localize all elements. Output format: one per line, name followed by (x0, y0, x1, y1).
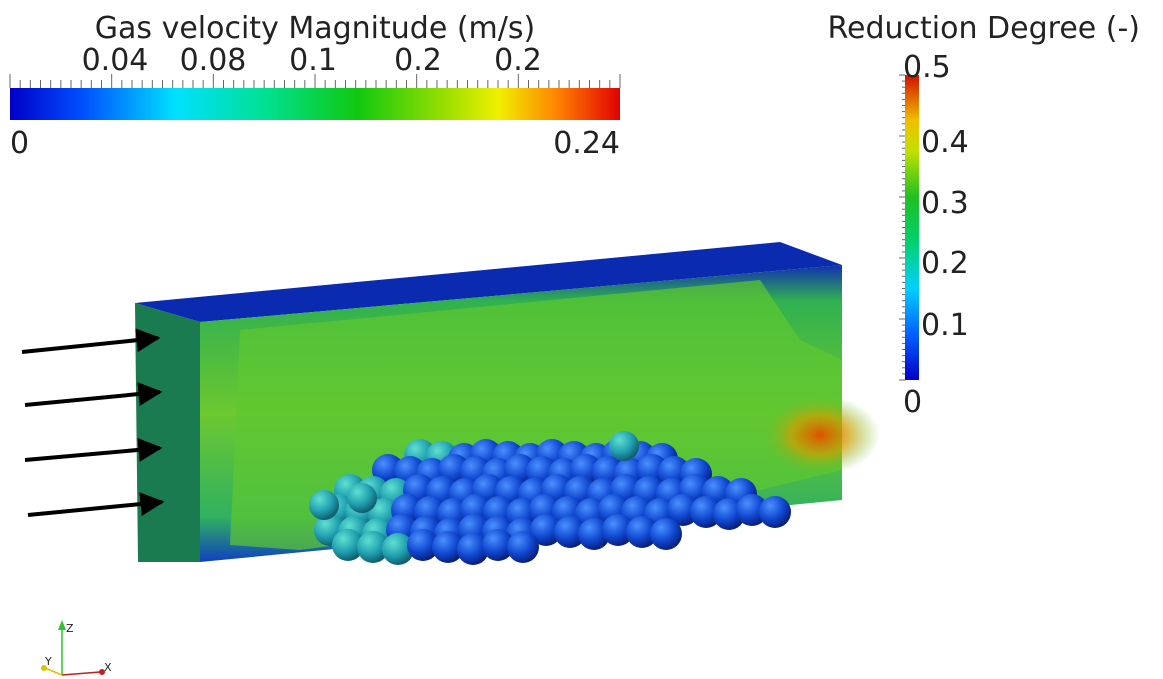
particle (357, 531, 389, 563)
tick-label: 0.4 (921, 125, 969, 160)
axis-label: X (104, 661, 112, 674)
min-label: 0 (903, 385, 922, 420)
z-head (58, 620, 66, 630)
tick-label: 0.2 (494, 43, 542, 78)
axis-label: Y (44, 655, 52, 668)
inlet-arrows (21, 328, 165, 517)
reduction-legend: Reduction Degree (-) 0.5 0.4 0.3 0.2 0.1… (828, 11, 1140, 420)
inlet-face (135, 303, 200, 562)
tick-label: 0.1 (289, 43, 337, 78)
outlet-hotspot (760, 395, 880, 475)
particle (578, 518, 610, 550)
legend-title: Gas velocity Magnitude (m/s) (95, 11, 535, 46)
axis-label: Z (66, 622, 74, 635)
particle (507, 531, 539, 563)
particle (457, 533, 489, 565)
particle (609, 431, 639, 461)
tick-marks (899, 74, 905, 381)
particle (650, 518, 682, 550)
particle (690, 496, 722, 528)
tick-label: 0.5 (903, 50, 951, 85)
tick-label: 0.2 (394, 43, 442, 78)
particle (736, 494, 768, 526)
arrow (24, 382, 163, 407)
particle (382, 533, 414, 565)
tick-label: 0.08 (180, 43, 247, 78)
velocity-legend: Gas velocity Magnitude (m/s) 0.04 0.08 0… (9, 11, 621, 161)
axes-triad: Z Y X (41, 620, 112, 676)
max-label: 0.24 (553, 126, 620, 161)
particle (554, 516, 586, 548)
particle (530, 514, 562, 546)
particle (332, 529, 364, 561)
particle (626, 516, 658, 548)
particle (482, 529, 514, 561)
particle (602, 514, 634, 546)
color-bar (905, 75, 919, 380)
particle (759, 496, 791, 528)
tick-label: 0.3 (921, 186, 969, 221)
particle-bed (309, 431, 791, 565)
tick-marks (9, 74, 621, 88)
particle (347, 483, 377, 513)
arrow (21, 328, 161, 354)
min-label: 0 (10, 126, 29, 161)
tick-label: 0.04 (82, 43, 149, 78)
y-head (41, 665, 47, 671)
legend-title: Reduction Degree (-) (828, 11, 1140, 46)
tick-label: 0.2 (921, 246, 969, 281)
particle (407, 529, 439, 561)
y-axis (44, 667, 63, 676)
particle (432, 531, 464, 563)
particle (667, 494, 699, 526)
x-head (99, 669, 105, 675)
top-face (135, 242, 842, 322)
arrow (24, 437, 163, 462)
particle (309, 490, 339, 520)
arrow (27, 492, 165, 517)
tick-label: 0.1 (921, 308, 969, 343)
color-bar (10, 88, 620, 120)
x-axis (61, 671, 101, 676)
